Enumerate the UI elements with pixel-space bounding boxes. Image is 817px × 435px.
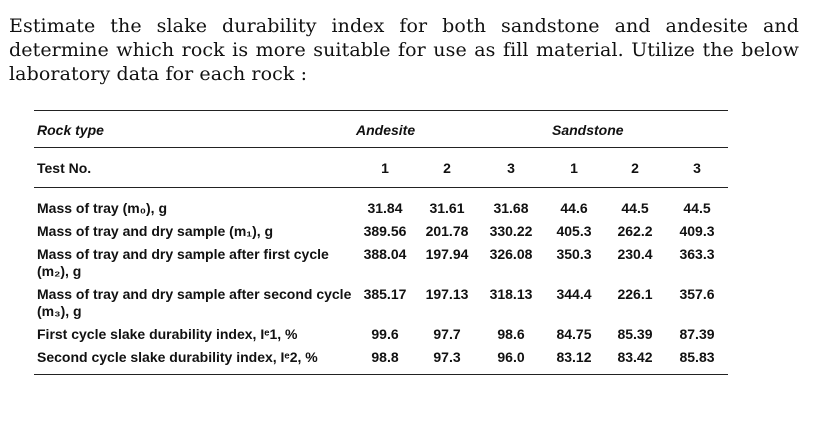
table-cell: 226.1 [617, 286, 653, 302]
andesite-group-header: Andesite [354, 110, 544, 148]
table-cell: 409.3 [679, 223, 715, 239]
table-cell: 326.08 [489, 246, 533, 262]
table-cell: 388.04 [363, 246, 407, 262]
table-cell: 385.17 [363, 286, 407, 302]
table-row: Second cycle slake durability index, Iᵉ2… [34, 346, 729, 375]
table-cell: 98.8 [354, 346, 416, 375]
table-cell: 344.4 [556, 286, 592, 302]
table-cell: 197.94 [425, 246, 469, 262]
table-cell: 31.61 [416, 187, 478, 220]
table-group-header-row: Rock type Andesite Sandstone [34, 110, 729, 148]
test-number: 1 [544, 147, 604, 188]
test-no-header: Test No. [34, 147, 354, 188]
row-label: Mass of tray and dry sample (m₁), g [37, 223, 274, 239]
table-cell: 87.39 [679, 326, 715, 342]
table-cell: 197.13 [425, 286, 469, 302]
table-row: Mass of tray and dry sample (m₁), g 389.… [34, 220, 728, 243]
test-number: 2 [416, 147, 478, 188]
row-label: Mass of tray and dry sample after first … [37, 246, 329, 279]
question-text: Estimate the slake durability index for … [9, 15, 799, 85]
table-cell: 31.68 [478, 187, 544, 220]
table-row: Mass of tray and dry sample after first … [34, 243, 728, 283]
table-cell: 85.83 [666, 346, 729, 375]
table-cell: 97.3 [416, 346, 478, 375]
table-cell: 350.3 [556, 246, 592, 262]
table-cell: 97.7 [433, 326, 461, 342]
test-number: 1 [354, 147, 416, 188]
table-cell: 330.22 [489, 223, 533, 239]
table-cell: 99.6 [371, 326, 399, 342]
table-cell: 405.3 [556, 223, 592, 239]
lab-data-table-container: Rock type Andesite Sandstone Test No. 1 … [34, 110, 729, 375]
row-label: First cycle slake durability index, Iᵉ1,… [37, 326, 298, 342]
table-cell: 44.5 [604, 187, 666, 220]
table-cell: 230.4 [617, 246, 653, 262]
table-cell: 96.0 [478, 346, 544, 375]
test-number-row: Test No. 1 2 3 1 2 3 [34, 147, 729, 188]
test-number: 3 [666, 147, 729, 188]
test-number: 3 [478, 147, 544, 188]
table-cell: 83.42 [604, 346, 666, 375]
table-cell: 98.6 [497, 326, 525, 342]
row-label: Second cycle slake durability index, Iᵉ2… [34, 346, 354, 375]
row-label: Mass of tray and dry sample after second… [37, 286, 352, 319]
table-cell: 84.75 [556, 326, 592, 342]
table-cell: 201.78 [425, 223, 469, 239]
sandstone-group-header: Sandstone [544, 110, 729, 148]
table-cell: 357.6 [679, 286, 715, 302]
table-cell: 318.13 [489, 286, 533, 302]
row-label: Mass of tray (m₀), g [34, 187, 354, 220]
rock-type-header: Rock type [34, 110, 354, 148]
table-cell: 44.6 [544, 187, 604, 220]
table-cell: 389.56 [363, 223, 407, 239]
test-number: 2 [604, 147, 666, 188]
table-cell: 31.84 [354, 187, 416, 220]
table-cell: 363.3 [679, 246, 715, 262]
table-cell: 44.5 [666, 187, 729, 220]
table-row: First cycle slake durability index, Iᵉ1,… [34, 323, 728, 346]
table-row: Mass of tray and dry sample after second… [34, 283, 728, 323]
table-row: Mass of tray (m₀), g 31.84 31.61 31.68 4… [34, 187, 729, 220]
lab-data-table: Rock type Andesite Sandstone Test No. 1 … [34, 110, 729, 375]
table-cell: 262.2 [617, 223, 653, 239]
table-cell: 85.39 [617, 326, 653, 342]
table-cell: 83.12 [544, 346, 604, 375]
